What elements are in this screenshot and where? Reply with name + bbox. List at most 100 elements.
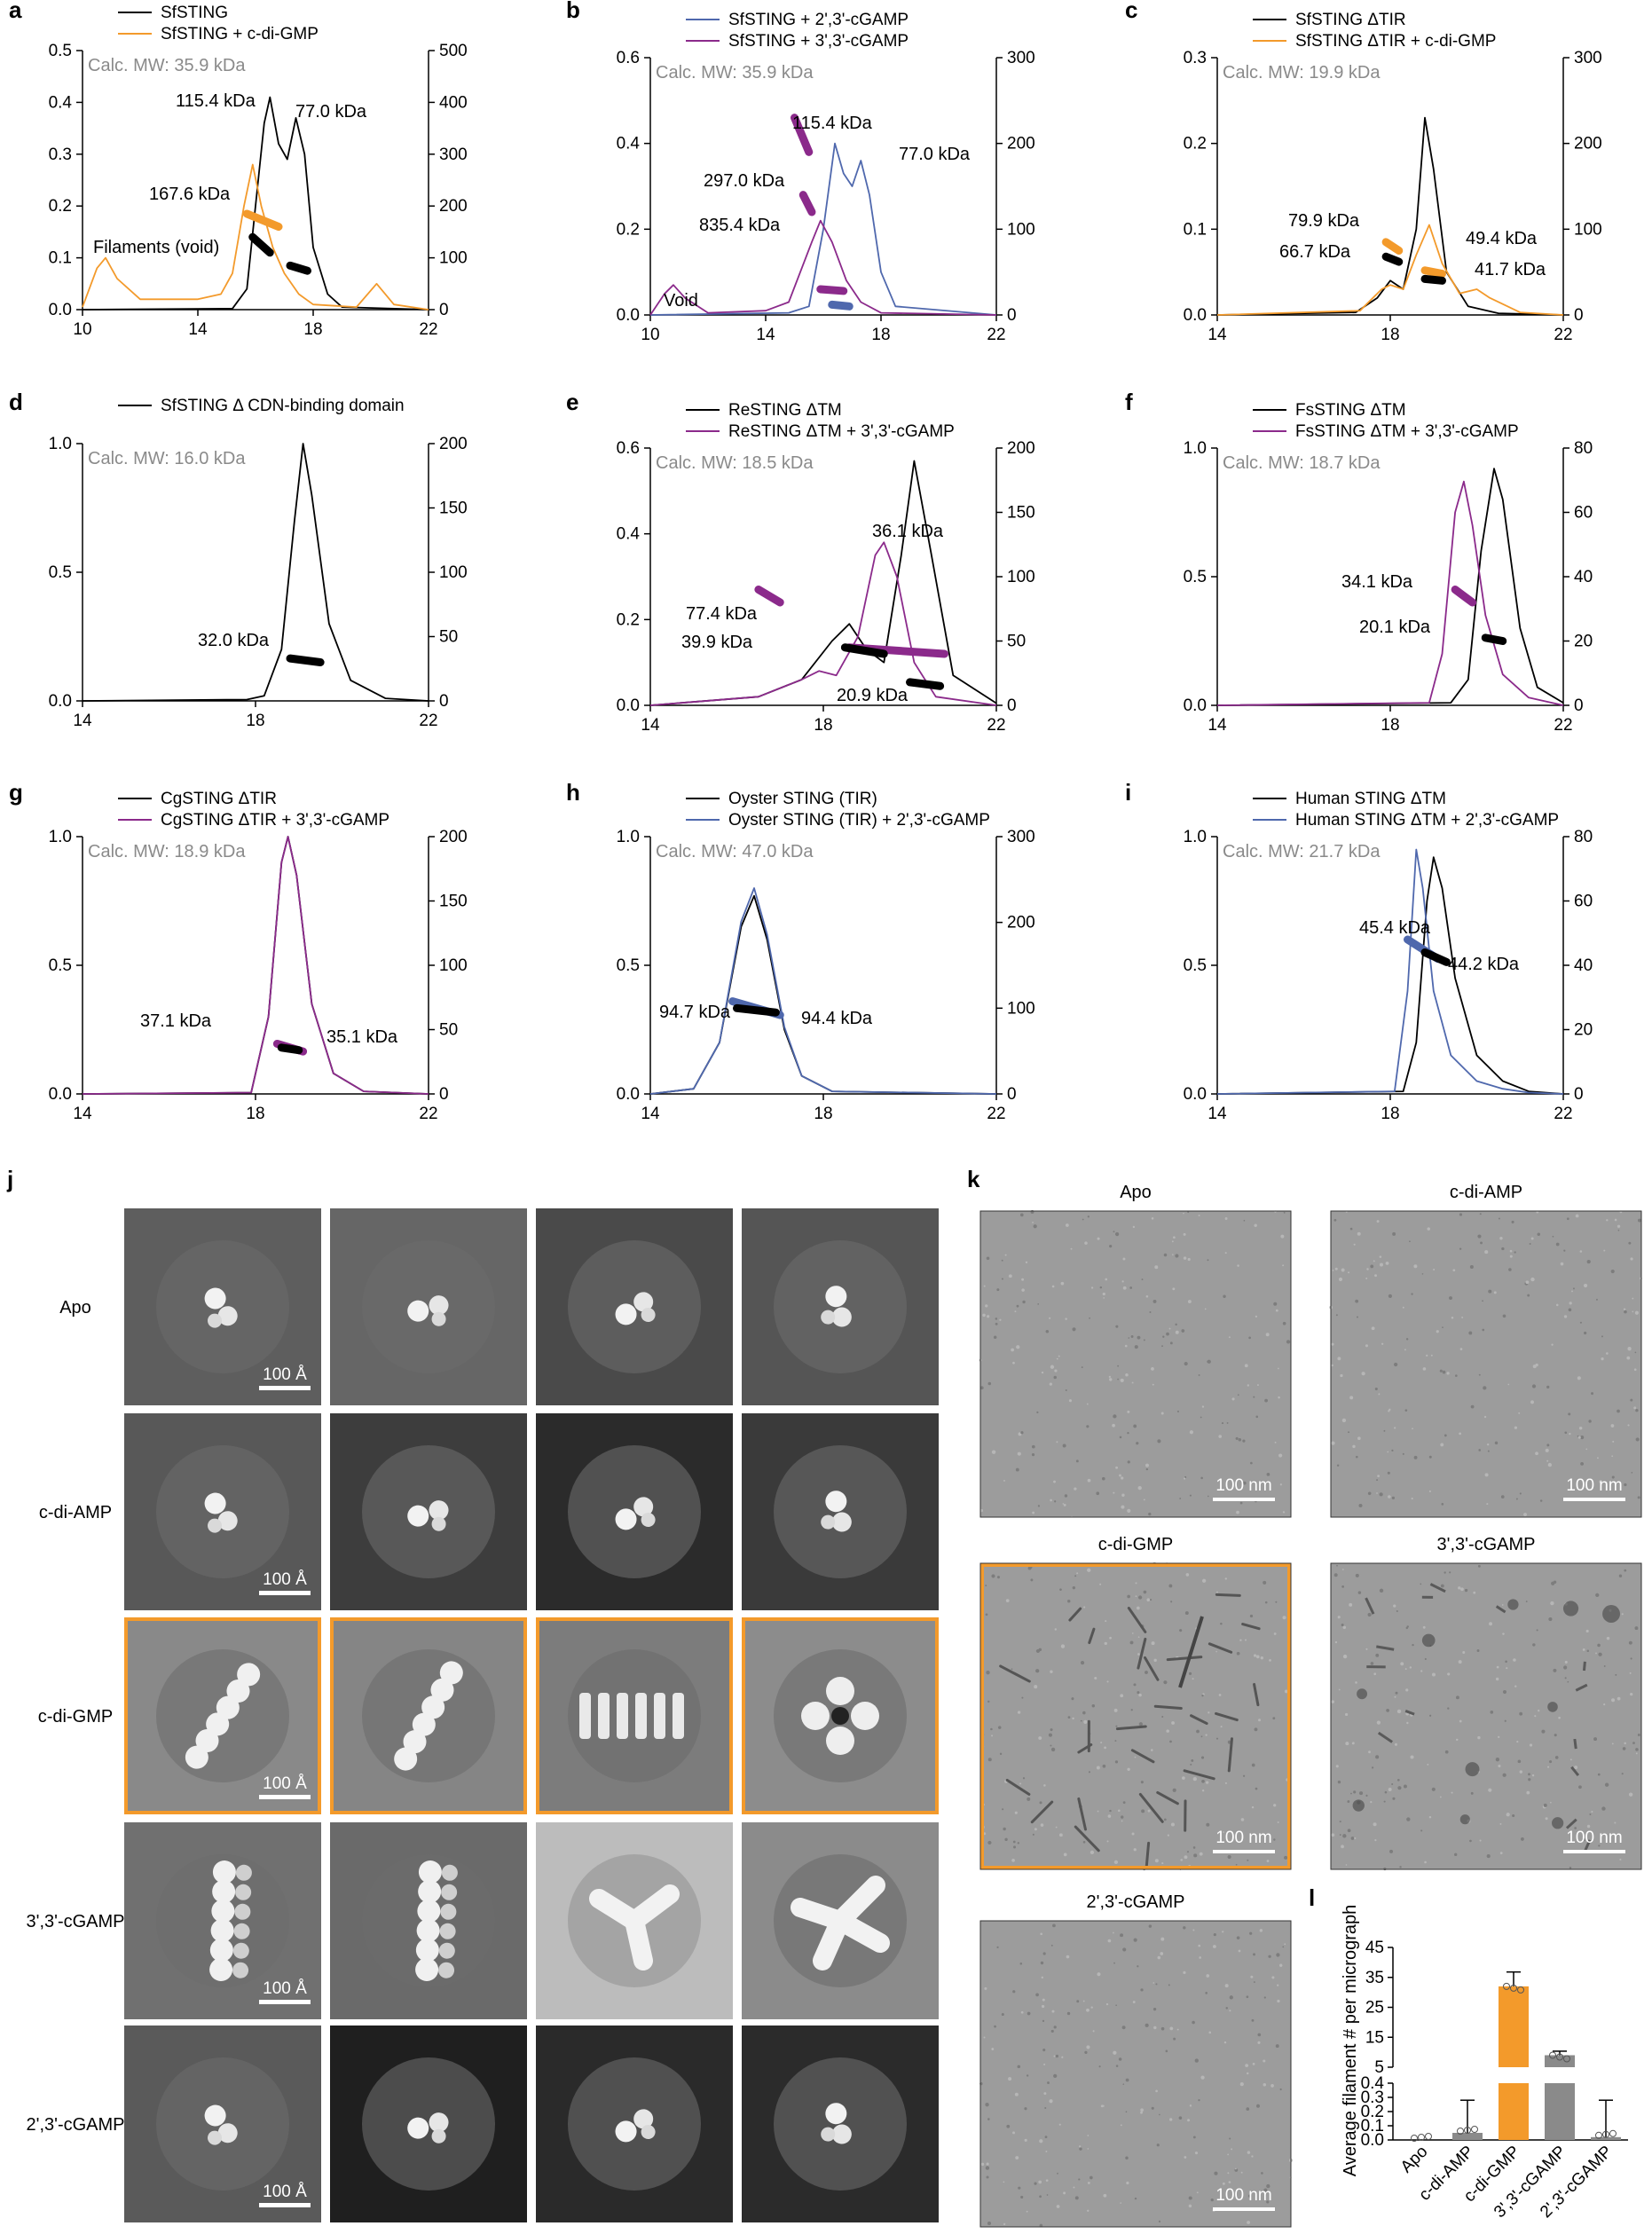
stain-speckle xyxy=(1103,2193,1107,2198)
stain-speckle xyxy=(1208,2031,1212,2034)
stain-speckle xyxy=(1458,1586,1461,1590)
stain-speckle xyxy=(1152,1383,1154,1386)
stain-speckle xyxy=(1205,1992,1208,1994)
stain-speckle xyxy=(1357,1436,1361,1441)
mass-annotation: 45.4 kDa xyxy=(1359,918,1431,938)
scale-bar-label: 100 nm xyxy=(1566,1476,1622,1495)
stain-speckle xyxy=(1331,1833,1335,1837)
stain-speckle xyxy=(1502,1689,1507,1695)
stain-speckle xyxy=(1422,1367,1427,1371)
stain-speckle xyxy=(1535,1363,1538,1367)
stain-speckle xyxy=(1391,1449,1394,1451)
stain-speckle xyxy=(1050,1744,1052,1747)
stain-speckle xyxy=(1114,1231,1120,1237)
stain-speckle xyxy=(1383,1800,1386,1803)
stain-speckle xyxy=(1359,1791,1364,1796)
stain-speckle xyxy=(1113,1231,1115,1233)
stain-speckle xyxy=(993,1335,997,1339)
class-average-tile xyxy=(536,2026,733,2222)
x-tick-label: 22 xyxy=(987,1105,1005,1123)
class-average-tile xyxy=(536,1822,733,2019)
stain-speckle xyxy=(1012,2131,1016,2135)
stain-speckle xyxy=(1237,1264,1239,1267)
aggregate xyxy=(1547,1702,1558,1712)
stain-speckle xyxy=(1183,1970,1186,1975)
stain-speckle xyxy=(1231,1397,1235,1401)
stain-speckle xyxy=(1136,1442,1139,1445)
stain-speckle xyxy=(1379,1255,1382,1258)
legend-entry: SfSTING xyxy=(161,4,228,22)
stain-speckle xyxy=(1614,1821,1617,1824)
filament-density xyxy=(415,1860,458,1981)
y-axis-title: Average filament # per micrograph xyxy=(1341,1905,1360,2176)
density-blob xyxy=(439,1661,463,1685)
scale-bar-label: 100 Å xyxy=(263,1979,307,1998)
stain-speckle xyxy=(1257,2033,1262,2037)
row-label: 3',3'-cGAMP xyxy=(27,1912,125,1931)
stain-speckle xyxy=(1235,1863,1238,1866)
density-blob xyxy=(217,2123,238,2144)
stain-speckle xyxy=(1545,1448,1549,1452)
stain-speckle xyxy=(991,1450,996,1454)
stain-speckle xyxy=(1065,1388,1067,1391)
stain-speckle xyxy=(1127,1410,1130,1413)
stain-speckle xyxy=(1597,1773,1601,1776)
scale-bar-label: 100 nm xyxy=(1566,1829,1622,1847)
stain-speckle xyxy=(1610,1269,1615,1274)
stain-speckle xyxy=(1143,1339,1145,1341)
stain-speckle xyxy=(1551,1343,1554,1346)
stain-speckle xyxy=(1275,1309,1278,1312)
stain-speckle xyxy=(1133,1683,1137,1687)
stain-speckle xyxy=(1531,1774,1535,1777)
replicate-point xyxy=(1457,2128,1464,2135)
x-tick-label: 14 xyxy=(188,320,208,339)
stain-speckle xyxy=(1063,1852,1067,1857)
stain-speckle xyxy=(1550,1801,1552,1804)
stain-speckle xyxy=(1158,2220,1161,2223)
stain-speckle xyxy=(1247,2221,1250,2224)
stain-speckle xyxy=(1274,1441,1277,1443)
stain-speckle xyxy=(1596,1457,1599,1459)
stain-speckle xyxy=(1411,1498,1413,1500)
stain-speckle xyxy=(1148,1924,1152,1928)
stain-speckle xyxy=(1014,1310,1017,1313)
stain-speckle xyxy=(1612,1440,1615,1443)
stain-speckle xyxy=(1627,1346,1632,1351)
molar-mass-trace-1 xyxy=(1381,252,1404,266)
scale-bar-label: 100 Å xyxy=(263,1774,307,1793)
filament xyxy=(1145,1841,1151,1869)
stain-speckle xyxy=(1259,1929,1263,1932)
stain-speckle xyxy=(1634,1351,1637,1354)
y-tick-label: 0.0 xyxy=(1361,2131,1384,2150)
micrograph-frame xyxy=(1330,1562,1642,1870)
class-average-tile xyxy=(330,1208,527,1405)
stain-speckle xyxy=(1225,2007,1228,2010)
stain-speckle xyxy=(1134,1756,1137,1758)
x-tick-label: 22 xyxy=(419,1105,437,1123)
stain-speckle xyxy=(1353,1243,1356,1246)
stain-speckle xyxy=(1047,2081,1050,2084)
x-tick-label: 18 xyxy=(871,326,890,344)
stain-speckle xyxy=(1384,1790,1388,1794)
stain-speckle xyxy=(1104,1746,1106,1750)
stain-speckle xyxy=(1018,2186,1021,2190)
stain-speckle xyxy=(1502,1773,1506,1777)
stain-speckle xyxy=(1422,1625,1426,1629)
stain-speckle xyxy=(1458,1660,1462,1664)
stain-speckle xyxy=(1119,1436,1122,1439)
stain-speckle xyxy=(987,1840,992,1845)
stain-speckle xyxy=(1402,1306,1404,1309)
stain-speckle xyxy=(1060,1281,1065,1286)
replicate-point xyxy=(1418,2134,1425,2141)
density-blob xyxy=(654,1693,665,1739)
stain-speckle xyxy=(1166,1332,1169,1336)
stain-speckle xyxy=(1409,1240,1411,1243)
class-average-tile xyxy=(742,1822,939,2019)
stain-speckle xyxy=(1405,1626,1408,1630)
stain-speckle xyxy=(1342,1654,1348,1659)
stain-speckle xyxy=(1212,1945,1216,1948)
stain-speckle xyxy=(1560,1262,1564,1266)
y-tick-label: 1.0 xyxy=(1184,828,1207,846)
stain-speckle xyxy=(1031,1453,1035,1457)
filament xyxy=(1068,1607,1082,1622)
